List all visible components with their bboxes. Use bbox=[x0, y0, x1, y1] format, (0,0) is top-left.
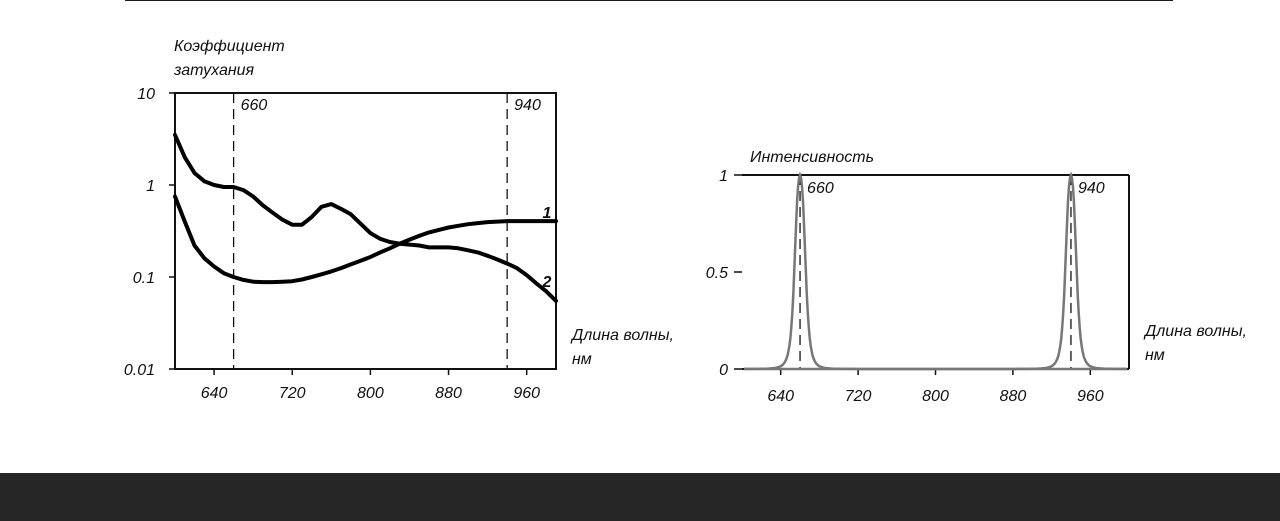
right-chart-xtick-label: 880 bbox=[1000, 388, 1027, 405]
left-chart-series-2-line bbox=[173, 194, 558, 285]
left-chart-xlabel-line1: Длина волны, bbox=[570, 327, 674, 344]
left-chart-ytick-label: 0.01 bbox=[124, 362, 155, 379]
left-chart-ytick-label: 0.1 bbox=[133, 270, 155, 287]
left-chart-marks: 660 940 2 1 bbox=[173, 93, 558, 369]
left-chart-ytick-label: 1 bbox=[146, 178, 155, 195]
right-chart-xtick-label: 640 bbox=[767, 388, 794, 405]
left-chart-series-1-line bbox=[173, 132, 558, 303]
left-chart-xtick-label: 640 bbox=[201, 385, 228, 402]
right-chart-marker-label: 940 bbox=[1078, 180, 1105, 197]
left-chart-ylabel-line1: Коэффициент bbox=[174, 38, 285, 55]
left-chart-frame bbox=[174, 92, 557, 370]
right-chart-ytick-label: 1 bbox=[719, 168, 728, 185]
right-chart-marker-label: 660 bbox=[807, 180, 834, 197]
right-chart-ytick-label: 0 bbox=[719, 362, 728, 379]
left-chart-ytick-label: 10 bbox=[137, 86, 155, 103]
right-chart-xlabel-line2: нм bbox=[1145, 347, 1165, 364]
left-chart-axes: 640 720 800 880 960 10 1 0.1 0.01 bbox=[124, 86, 557, 402]
right-chart-xtick-label: 960 bbox=[1077, 388, 1104, 405]
left-chart-marker-label: 660 bbox=[241, 97, 268, 114]
right-chart-marks: 660 940 bbox=[743, 171, 1128, 371]
left-chart-xtick-label: 720 bbox=[279, 385, 306, 402]
left-chart-xtick-label: 960 bbox=[513, 385, 540, 402]
right-chart-xlabel-line1: Длина волны, bbox=[1143, 323, 1247, 340]
left-chart-xlabel-line2: нм bbox=[572, 351, 592, 368]
charts-svg: Коэффициент затухания Длина волны, нм 64… bbox=[124, 38, 1247, 405]
right-chart-axes: 640 720 800 880 960 1 0.5 0 bbox=[706, 168, 1130, 405]
left-chart-xtick-label: 880 bbox=[435, 385, 462, 402]
right-chart-ylabel: Интенсивность bbox=[750, 149, 874, 166]
right-chart-peak-660-line bbox=[743, 171, 1128, 371]
right-chart-ytick-label: 0.5 bbox=[706, 265, 728, 282]
right-chart-xtick-label: 800 bbox=[922, 388, 949, 405]
left-chart-marker-label: 940 bbox=[514, 97, 541, 114]
left-chart-ylabel-line2: затухания bbox=[173, 62, 255, 79]
left-chart-series-label: 1 bbox=[543, 205, 552, 222]
left-chart-series-label: 2 bbox=[542, 274, 552, 291]
bottom-bar bbox=[0, 473, 1280, 521]
left-chart-xtick-label: 800 bbox=[357, 385, 384, 402]
right-chart-xtick-label: 720 bbox=[845, 388, 872, 405]
top-rule bbox=[125, 0, 1173, 1]
right-chart-peak-940-line bbox=[743, 171, 1128, 371]
